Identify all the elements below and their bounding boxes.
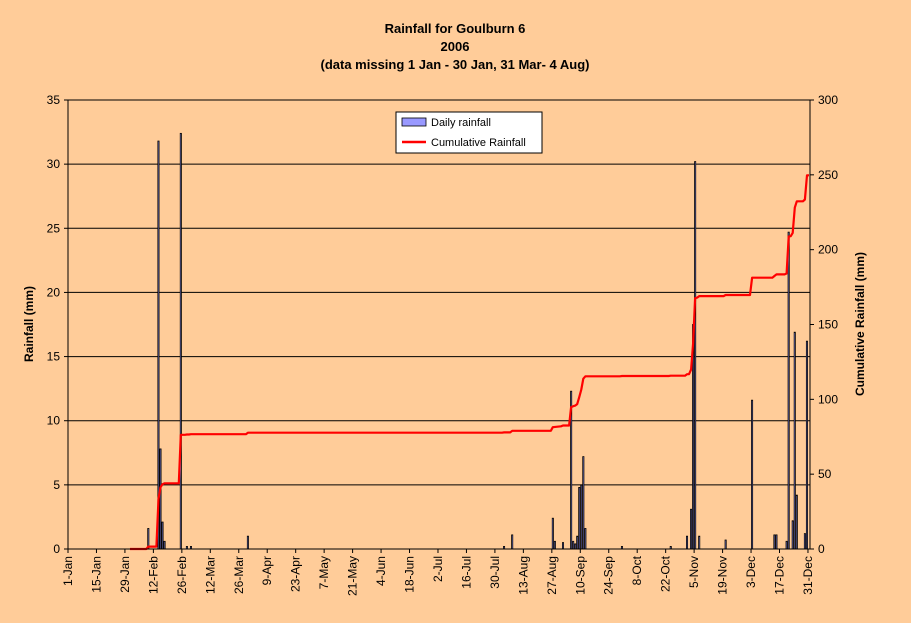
daily-rainfall-bar bbox=[246, 535, 249, 550]
x-tick-label: 22-Oct bbox=[659, 555, 673, 592]
daily-rainfall-bar bbox=[582, 456, 585, 550]
daily-rainfall-bar bbox=[775, 534, 778, 550]
x-tick-label: 7-May bbox=[317, 556, 331, 589]
daily-rainfall-bar bbox=[576, 535, 579, 550]
x-tick-label: 5-Nov bbox=[687, 556, 701, 588]
x-tick-label: 12-Feb bbox=[146, 556, 160, 594]
x-tick-label: 10-Sep bbox=[573, 556, 587, 595]
daily-rainfall-bar bbox=[785, 540, 788, 550]
daily-rainfall-bar bbox=[698, 535, 701, 550]
y2-tick-label: 50 bbox=[818, 467, 832, 481]
daily-rainfall-bar bbox=[511, 534, 514, 550]
y2-tick-label: 250 bbox=[818, 168, 838, 182]
x-tick-label: 29-Jan bbox=[118, 556, 132, 593]
chart-subtitle: 2006 bbox=[441, 39, 470, 54]
x-tick-label: 17-Dec bbox=[773, 556, 787, 595]
y-tick-label: 0 bbox=[53, 542, 60, 556]
legend: Daily rainfall Cumulative Rainfall bbox=[395, 111, 543, 154]
daily-rainfall-bar bbox=[791, 520, 794, 550]
daily-rainfall-bar bbox=[773, 534, 776, 550]
daily-rainfall-bar bbox=[793, 331, 796, 550]
y2-tick-label: 200 bbox=[818, 243, 838, 257]
daily-rainfall-bar bbox=[690, 508, 693, 550]
x-tick-label: 18-Jun bbox=[403, 556, 417, 593]
y2-tick-label: 0 bbox=[818, 542, 825, 556]
x-tick-label: 8-Oct bbox=[630, 555, 644, 585]
x-tick-label: 30-Jul bbox=[488, 556, 502, 589]
x-tick-label: 26-Mar bbox=[232, 556, 246, 594]
x-tick-label: 2-Jul bbox=[431, 556, 445, 582]
x-tick-label: 12-Mar bbox=[203, 556, 217, 594]
daily-rainfall-bar bbox=[580, 484, 583, 550]
y2-tick-label: 300 bbox=[818, 93, 838, 107]
daily-rainfall-bar bbox=[163, 540, 166, 550]
chart-title: Rainfall for Goulburn 6 bbox=[385, 21, 526, 36]
daily-rainfall-bar bbox=[157, 140, 160, 550]
daily-rainfall-bar bbox=[553, 540, 556, 550]
x-tick-label: 9-Apr bbox=[260, 556, 274, 585]
daily-rainfall-bar bbox=[159, 448, 162, 550]
daily-rainfall-bar bbox=[584, 528, 587, 550]
plot-area: 0 5 10 15 20 25 30 35 0 50 100 150 200 250 300 1-Jan 15-… bbox=[47, 93, 839, 596]
y-tick-label: 35 bbox=[47, 93, 61, 107]
daily-rainfall-bar bbox=[572, 540, 575, 550]
y-axis-title: Rainfall (mm) bbox=[22, 286, 36, 362]
y-tick-label: 25 bbox=[47, 221, 61, 235]
daily-rainfall-bar bbox=[551, 517, 554, 550]
y-tick-label: 10 bbox=[47, 414, 61, 428]
x-tick-label: 16-Jul bbox=[459, 556, 473, 589]
daily-rainfall-bar bbox=[724, 539, 727, 550]
legend-label-cumulative-rainfall: Cumulative Rainfall bbox=[431, 137, 526, 149]
legend-label-daily-rainfall: Daily rainfall bbox=[431, 117, 491, 129]
daily-rainfall-bar bbox=[562, 542, 565, 550]
daily-rainfall-bar bbox=[574, 543, 577, 550]
y2-axis-title: Cumulative Rainfall (mm) bbox=[853, 252, 867, 396]
daily-rainfall-bar bbox=[805, 340, 808, 550]
x-tick-label: 24-Sep bbox=[602, 556, 616, 595]
x-tick-label: 26-Feb bbox=[175, 556, 189, 594]
x-tick-label: 27-Aug bbox=[545, 556, 559, 595]
daily-rainfall-bar bbox=[787, 231, 790, 550]
legend-swatch-daily-rainfall bbox=[401, 117, 427, 127]
daily-rainfall-bar bbox=[694, 161, 697, 550]
daily-rainfall-bar bbox=[795, 494, 798, 550]
y2-tick-label: 150 bbox=[818, 318, 838, 332]
y-tick-label: 30 bbox=[47, 157, 61, 171]
x-tick-label: 3-Dec bbox=[744, 556, 758, 588]
daily-rainfall-bar bbox=[578, 487, 581, 550]
y-tick-label: 5 bbox=[53, 478, 60, 492]
chart-note: (data missing 1 Jan - 30 Jan, 31 Mar- 4 … bbox=[321, 57, 590, 72]
cumulative-rainfall-line bbox=[130, 174, 809, 551]
x-tick-label: 31-Dec bbox=[801, 556, 815, 595]
y-tick-label: 15 bbox=[47, 350, 61, 364]
daily-rainfall-bar bbox=[803, 533, 806, 550]
x-tick-label: 23-Apr bbox=[289, 556, 303, 592]
x-tick-label: 13-Aug bbox=[516, 556, 530, 595]
x-tick-label: 4-Jun bbox=[374, 556, 388, 586]
x-tick-label: 1-Jan bbox=[61, 556, 75, 586]
daily-rainfall-bar bbox=[686, 535, 689, 550]
x-tick-label: 15-Jan bbox=[89, 556, 103, 593]
y-tick-label: 20 bbox=[47, 285, 61, 299]
y2-tick-label: 100 bbox=[818, 392, 838, 406]
x-tick-label: 21-May bbox=[346, 556, 360, 596]
daily-rainfall-bar bbox=[179, 132, 182, 550]
daily-rainfall-bar bbox=[751, 399, 754, 550]
daily-rainfall-bar bbox=[161, 521, 164, 550]
x-tick-label: 19-Nov bbox=[716, 556, 730, 595]
